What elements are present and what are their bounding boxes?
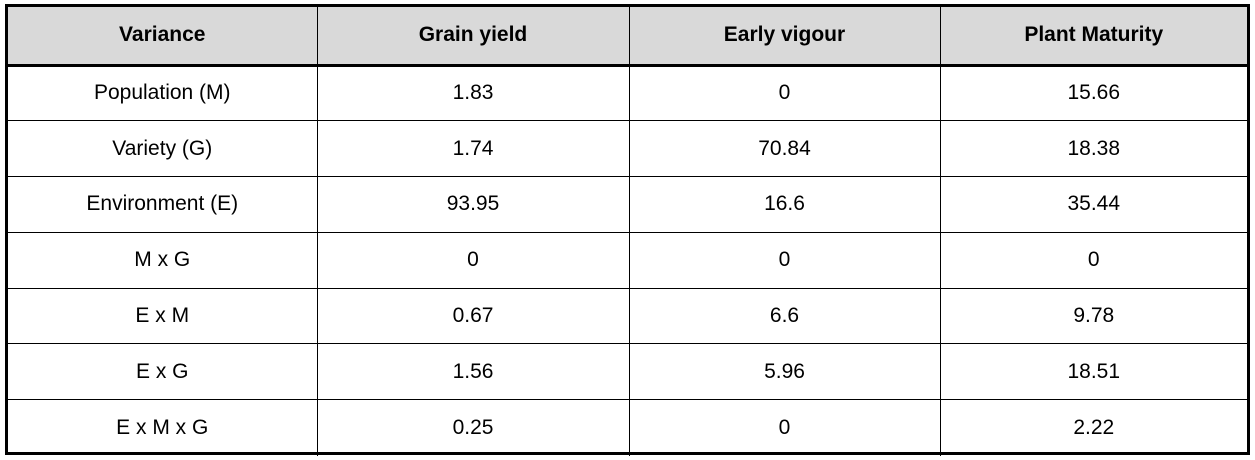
grain-yield-cell: 0.25 [316, 399, 629, 456]
early-vigour-cell: 70.84 [628, 120, 940, 177]
row-label-cell: E x M x G [8, 399, 317, 456]
row-label-cell: Variety (G) [8, 120, 317, 177]
header-row: Variance Grain yield Early vigour Plant … [8, 7, 1247, 67]
table-row: Variety (G) 1.74 70.84 18.38 [8, 120, 1247, 177]
row-label-cell: E x M [8, 287, 317, 344]
row-label-cell: Population (M) [93, 81, 231, 105]
grain-yield-cell: 1.56 [316, 343, 629, 400]
early-vigour-cell: 5.96 [628, 343, 940, 400]
plant-maturity-cell: 0 [939, 231, 1247, 289]
grain-yield-cell: 1.83 [316, 65, 629, 121]
plant-maturity-cell: 9.78 [939, 287, 1247, 344]
table-body: Population (M) 1.83 0 15.66 Variety (G) … [8, 65, 1247, 456]
variance-table-container: Variance Grain yield Early vigour Plant … [5, 4, 1250, 456]
table-row: Environment (E) 93.95 16.6 35.44 [8, 176, 1247, 233]
plant-maturity-cell: 15.66 [939, 65, 1247, 121]
early-vigour-cell: 16.6 [628, 176, 940, 233]
grain-yield-cell: 1.74 [316, 120, 629, 177]
plant-maturity-cell: 35.44 [939, 176, 1247, 233]
row-label-cell: Environment (E) [8, 176, 317, 233]
row-label-cell: E x G [8, 343, 317, 400]
table-row: M x G 0 0 0 [8, 231, 1247, 289]
early-vigour-cell: 6.6 [628, 287, 940, 344]
variance-table: Variance Grain yield Early vigour Plant … [8, 7, 1247, 456]
header-cell-plant-maturity: Plant Maturity [939, 7, 1247, 67]
plant-maturity-cell: 2.22 [939, 399, 1247, 456]
grain-yield-cell: 0 [316, 231, 629, 289]
header-cell-grain-yield: Grain yield [316, 7, 629, 67]
grain-yield-cell: 0.67 [316, 287, 629, 344]
table-header: Variance Grain yield Early vigour Plant … [8, 7, 1247, 67]
header-cell-variance: Variance [8, 7, 317, 67]
grain-yield-cell: 93.95 [316, 176, 629, 233]
early-vigour-cell: 0 [628, 65, 940, 121]
table-row: E x G 1.56 5.96 18.51 [8, 343, 1247, 400]
plant-maturity-cell: 18.51 [939, 343, 1247, 400]
table-row: E x M x G 0.25 0 2.22 [8, 399, 1247, 456]
table-row: Population (M) 1.83 0 15.66 [8, 65, 1247, 121]
table-row: E x M 0.67 6.6 9.78 [8, 287, 1247, 344]
early-vigour-cell: 0 [628, 399, 940, 456]
plant-maturity-cell: 18.38 [939, 120, 1247, 177]
early-vigour-cell: 0 [628, 231, 940, 289]
row-label-cell: M x G [8, 231, 317, 289]
header-cell-early-vigour: Early vigour [628, 7, 940, 67]
